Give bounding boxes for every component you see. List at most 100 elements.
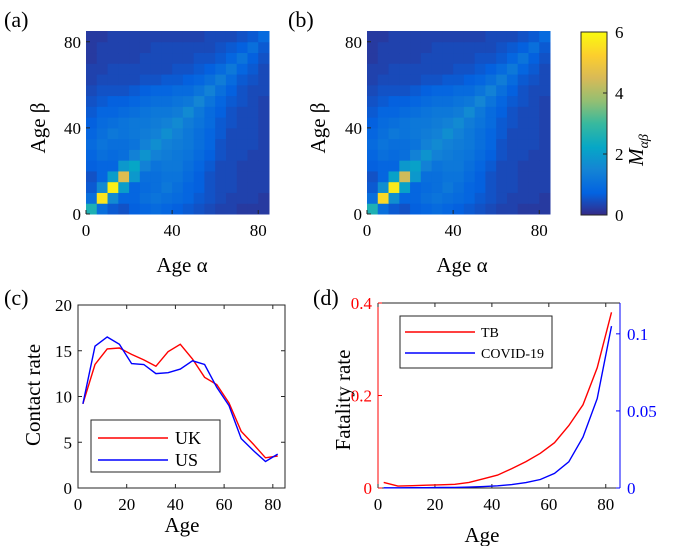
heatmap-cell — [139, 203, 152, 215]
colorbar-tick-label: 0 — [615, 206, 624, 225]
heatmap-cell — [506, 160, 519, 172]
heatmap-cell — [388, 127, 400, 140]
heatmap-cell — [431, 127, 443, 140]
heatmap-cell — [172, 127, 184, 140]
colorbar-ticks: 0 2 4 6 — [603, 23, 624, 225]
heatmap-cell — [258, 138, 270, 150]
heatmap-cell — [225, 138, 238, 150]
heatmap-cell — [172, 203, 184, 215]
x-tick-label: 0 — [74, 495, 83, 514]
heatmap-cell — [182, 160, 195, 172]
heatmap-cell — [388, 138, 400, 150]
x-tick-label: 80 — [531, 221, 548, 240]
heatmap-cell — [118, 127, 130, 140]
heatmap-cell — [129, 127, 141, 140]
heatmap-cell — [182, 63, 195, 75]
heatmap-cell — [204, 170, 216, 183]
heatmap-cell — [247, 149, 259, 161]
heatmap-cell — [225, 170, 238, 183]
line-chart-d-ylabel: Fatality rate — [331, 350, 355, 451]
heatmap-cell — [399, 31, 411, 43]
heatmap-cell — [410, 74, 422, 86]
heatmap-cell — [225, 63, 238, 75]
colorbar-tick-label: 6 — [615, 23, 624, 42]
heatmap-cell — [485, 106, 497, 118]
heatmap-cell — [485, 84, 497, 97]
heatmap-cell — [377, 170, 390, 183]
heatmap-cell — [485, 203, 497, 215]
heatmap-cell — [150, 149, 162, 161]
line-chart-c-xlabel: Age — [165, 513, 200, 537]
heatmap-cell — [388, 170, 400, 183]
colorbar-label-sub: αβ — [637, 134, 652, 148]
heatmap-cell — [367, 95, 379, 107]
heatmap-cell — [96, 52, 109, 64]
heatmap-cell — [453, 95, 465, 107]
heatmap-cell — [367, 117, 379, 129]
x-tick-label: 60 — [216, 495, 233, 514]
heatmap-cell — [506, 95, 519, 107]
heatmap-cell — [388, 63, 400, 75]
heatmap-cell — [182, 52, 195, 64]
heatmap-cell — [399, 138, 411, 150]
heatmap-cell — [388, 203, 400, 215]
heatmap-cell — [463, 52, 476, 64]
heatmap-cell — [129, 117, 141, 129]
heatmap-cell — [161, 138, 173, 150]
heatmap-cell — [118, 203, 130, 215]
heatmap-cell — [399, 41, 411, 54]
heatmap-cell — [463, 127, 476, 140]
heatmap-cell — [247, 63, 259, 75]
heatmap-cell — [485, 181, 497, 193]
heatmap-cell — [204, 117, 216, 129]
heatmap-cell — [485, 31, 497, 43]
heatmap-cell — [215, 106, 227, 118]
heatmap-cell — [399, 160, 411, 172]
heatmap-cell — [107, 138, 119, 150]
heatmap-cell — [107, 149, 119, 161]
heatmap-cell — [453, 203, 465, 215]
y-tick-label-right: 0.05 — [627, 402, 657, 421]
heatmap-cell — [107, 160, 119, 172]
heatmap-cell — [182, 41, 195, 54]
heatmap-cell — [150, 74, 162, 86]
heatmap-cell — [528, 138, 540, 150]
heatmap-cell — [388, 160, 400, 172]
heatmap-cell — [107, 84, 119, 97]
heatmap-cell — [388, 52, 400, 64]
heatmap-cell — [442, 41, 454, 54]
heatmap-cell — [517, 31, 529, 43]
heatmap-cell — [431, 149, 443, 161]
heatmap-cell — [182, 181, 195, 193]
heatmap-cell — [399, 84, 411, 97]
heatmap-cell — [463, 170, 476, 183]
heatmap-cell — [539, 117, 551, 129]
heatmap-cell — [150, 192, 162, 204]
heatmap-cell — [258, 52, 270, 64]
heatmap-cell — [118, 41, 130, 54]
heatmap-cell — [517, 170, 529, 183]
heatmap-cell — [442, 95, 454, 107]
heatmap-cell — [377, 127, 390, 140]
heatmap-cell — [193, 63, 205, 75]
heatmap-cell — [474, 127, 486, 140]
heatmap-cell — [107, 52, 119, 64]
heatmap-cell — [86, 192, 98, 204]
heatmap-cell — [150, 138, 162, 150]
heatmap-cell — [431, 84, 443, 97]
heatmap-cell — [129, 31, 141, 43]
heatmap-cell — [399, 95, 411, 107]
heatmap-cell — [367, 106, 379, 118]
heatmap-cell — [129, 149, 141, 161]
heatmap-cell — [431, 117, 443, 129]
heatmap-cell — [453, 192, 465, 204]
heatmap-cell — [161, 52, 173, 64]
x-tick-label: 40 — [164, 221, 181, 240]
x-tick-label: 80 — [250, 221, 267, 240]
y-tick-label: 40 — [64, 119, 81, 138]
heatmap-cell — [225, 127, 238, 140]
heatmap-cell — [193, 181, 205, 193]
heatmap-cell — [193, 106, 205, 118]
heatmap-cell — [431, 63, 443, 75]
heatmap-cell — [204, 52, 216, 64]
